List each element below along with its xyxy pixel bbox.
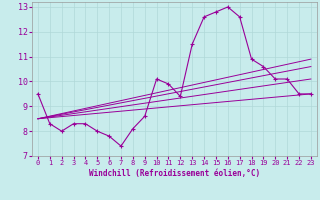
X-axis label: Windchill (Refroidissement éolien,°C): Windchill (Refroidissement éolien,°C) bbox=[89, 169, 260, 178]
